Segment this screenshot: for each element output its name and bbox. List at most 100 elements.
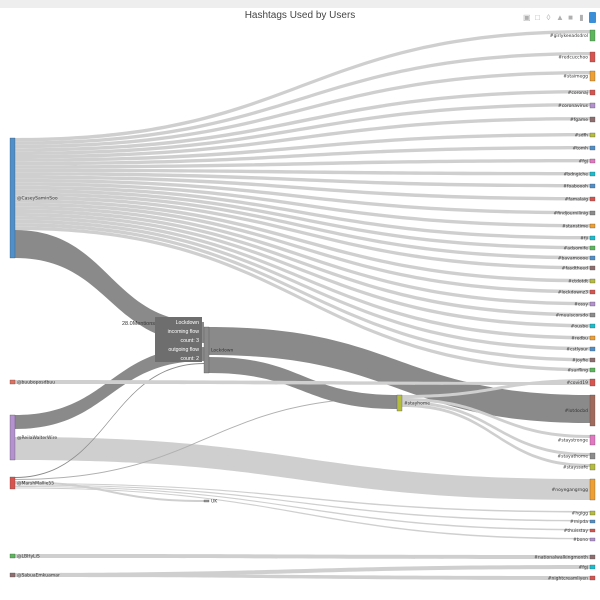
right-node-17[interactable] bbox=[589, 265, 596, 271]
right-node-8[interactable] bbox=[589, 158, 596, 164]
link-sabua-to-nightcream[interactable] bbox=[15, 574, 590, 580]
link-casey-to-22[interactable] bbox=[15, 212, 590, 328]
right-node-10[interactable] bbox=[589, 183, 596, 189]
link-stayhome-to-0[interactable] bbox=[402, 379, 590, 398]
right-node-32[interactable] bbox=[589, 478, 596, 501]
right-node-23[interactable] bbox=[589, 335, 596, 341]
right-node-7[interactable] bbox=[589, 145, 596, 151]
link-casey-to-19[interactable] bbox=[15, 202, 590, 294]
right-node-18[interactable] bbox=[589, 278, 596, 284]
right-node-22[interactable] bbox=[589, 323, 596, 329]
right-node-0[interactable] bbox=[589, 29, 596, 42]
right-node-39[interactable] bbox=[589, 575, 596, 581]
link-lockdown-to-lotdocbd[interactable] bbox=[209, 327, 590, 423]
zoom-icon[interactable]: □ bbox=[535, 13, 540, 22]
link-lbhy-to-walking[interactable] bbox=[15, 554, 590, 559]
left-node-3[interactable] bbox=[9, 476, 16, 490]
link-casey-to-9[interactable] bbox=[15, 168, 590, 176]
right-node-21[interactable] bbox=[589, 312, 596, 318]
right-node-28[interactable] bbox=[589, 394, 596, 427]
right-node-25[interactable] bbox=[589, 357, 596, 363]
link-casey-to-17[interactable] bbox=[15, 195, 590, 270]
middle-node-0[interactable] bbox=[203, 326, 210, 374]
middle-node-1[interactable] bbox=[396, 394, 403, 412]
link-stayhome-to-1[interactable] bbox=[402, 398, 590, 438]
link-casey-to-13[interactable] bbox=[15, 182, 590, 228]
right-node-14[interactable] bbox=[589, 235, 596, 241]
home-icon[interactable]: ▮ bbox=[579, 13, 584, 22]
right-node-13[interactable] bbox=[589, 223, 596, 229]
link-casey-to-12[interactable] bbox=[15, 178, 590, 215]
link-marsh-to-lockdown[interactable] bbox=[15, 363, 204, 478]
middle-node-2[interactable] bbox=[203, 499, 210, 503]
link-stayhome-to-3[interactable] bbox=[402, 404, 590, 467]
right-node-33[interactable] bbox=[589, 510, 596, 516]
link-casey-to-16[interactable] bbox=[15, 192, 590, 260]
lasso-icon[interactable]: ■ bbox=[568, 13, 573, 22]
right-node-35[interactable] bbox=[589, 528, 596, 533]
right-node-2[interactable] bbox=[589, 70, 596, 82]
right-node-5[interactable] bbox=[589, 116, 596, 123]
link-casey-to-18[interactable] bbox=[15, 199, 590, 283]
left-node-4[interactable] bbox=[9, 553, 16, 559]
link-casey-to-7[interactable] bbox=[15, 146, 590, 166]
link-casey-to-8[interactable] bbox=[15, 159, 590, 169]
right-node-6[interactable] bbox=[589, 132, 596, 138]
left-node-5[interactable] bbox=[9, 572, 16, 578]
link-casey-to-14[interactable] bbox=[15, 185, 590, 240]
right-node-4[interactable] bbox=[589, 102, 596, 109]
right-node-38[interactable] bbox=[589, 564, 596, 570]
right-node-36[interactable] bbox=[589, 537, 596, 542]
link-stayhome-to-2[interactable] bbox=[402, 401, 590, 456]
camera-icon[interactable]: ▣ bbox=[523, 13, 531, 22]
right-node-19[interactable] bbox=[589, 289, 596, 295]
link-casey-to-lockdown[interactable] bbox=[15, 230, 204, 343]
link-casey-to-11[interactable] bbox=[15, 175, 590, 201]
right-node-27[interactable] bbox=[589, 378, 596, 387]
right-node-30[interactable] bbox=[589, 452, 596, 460]
right-node-31[interactable] bbox=[589, 463, 596, 471]
link-buuboo-to-covid[interactable] bbox=[15, 380, 590, 385]
left-node-0[interactable] bbox=[9, 137, 16, 259]
link-marsh-to-uk[interactable] bbox=[15, 481, 204, 502]
right-node-11[interactable] bbox=[589, 196, 596, 202]
right-node-3[interactable] bbox=[589, 89, 596, 96]
link-reila-to-noyegang[interactable] bbox=[15, 437, 590, 500]
box-select-icon[interactable]: ▲ bbox=[556, 13, 564, 22]
link-marsh-to-tag-1[interactable] bbox=[15, 484, 590, 522]
link-marsh-to-stayhome[interactable] bbox=[15, 397, 397, 480]
link-marsh-to-tag-2[interactable] bbox=[15, 486, 590, 531]
link-casey-to-0[interactable] bbox=[15, 30, 590, 142]
left-node-2[interactable] bbox=[9, 414, 16, 461]
link-casey-to-20[interactable] bbox=[15, 206, 590, 306]
link-casey-to-6[interactable] bbox=[15, 133, 590, 162]
right-node-26[interactable] bbox=[589, 367, 596, 373]
link-marsh-to-tag-3[interactable] bbox=[15, 487, 590, 540]
link-casey-to-4[interactable] bbox=[15, 103, 590, 156]
link-marsh-to-tag-0[interactable] bbox=[15, 483, 590, 513]
left-node-1[interactable] bbox=[9, 379, 16, 385]
plotly-logo-icon[interactable] bbox=[589, 12, 596, 23]
right-node-1[interactable] bbox=[589, 51, 596, 63]
right-node-29[interactable] bbox=[589, 434, 596, 446]
pan-icon[interactable]: ◊ bbox=[546, 13, 551, 22]
link-sabua-to-fgj[interactable] bbox=[15, 565, 590, 577]
right-node-24[interactable] bbox=[589, 346, 596, 352]
link-casey-to-15[interactable] bbox=[15, 189, 590, 250]
link-casey-to-2[interactable] bbox=[15, 71, 590, 149]
right-node-12[interactable] bbox=[589, 210, 596, 216]
right-node-16[interactable] bbox=[589, 255, 596, 261]
link-casey-to-1[interactable] bbox=[15, 52, 590, 145]
link-casey-to-24[interactable] bbox=[15, 219, 590, 351]
right-node-20[interactable] bbox=[589, 301, 596, 307]
right-node-15[interactable] bbox=[589, 245, 596, 251]
link-reila-to-lockdown[interactable] bbox=[15, 347, 204, 429]
right-node-37[interactable] bbox=[589, 554, 596, 560]
link-casey-to-25[interactable] bbox=[15, 223, 590, 362]
link-casey-to-21[interactable] bbox=[15, 209, 590, 317]
link-casey-to-26[interactable] bbox=[15, 226, 590, 372]
link-casey-to-3[interactable] bbox=[15, 90, 590, 152]
link-casey-to-5[interactable] bbox=[15, 117, 590, 159]
right-node-9[interactable] bbox=[589, 171, 596, 177]
link-casey-to-23[interactable] bbox=[15, 216, 590, 340]
